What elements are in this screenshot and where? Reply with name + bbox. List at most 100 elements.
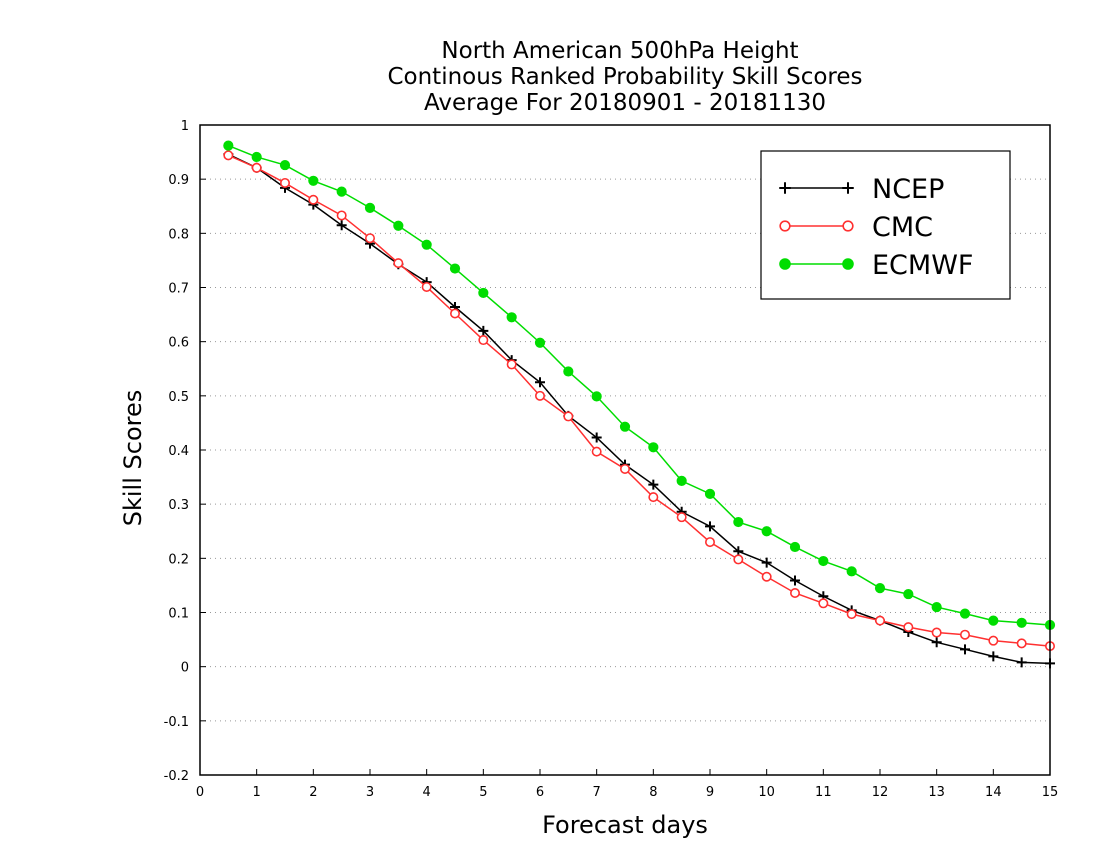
data-point-open-circle xyxy=(761,571,772,582)
data-point-open-circle xyxy=(421,281,432,292)
legend-entry-cmc: CMC xyxy=(779,212,933,243)
series-cmc xyxy=(223,150,1056,652)
data-point-open-circle xyxy=(251,162,262,173)
y-tick-label: 0.7 xyxy=(168,282,189,297)
data-point-plus xyxy=(988,651,999,662)
data-point-plus xyxy=(705,521,715,532)
data-point-open-circle xyxy=(1016,638,1027,649)
x-tick-label: 3 xyxy=(366,785,374,800)
data-point-open-circle xyxy=(591,446,602,457)
data-point-open-circle xyxy=(874,615,885,626)
legend-label: NCEP xyxy=(872,174,944,205)
data-point-filled-circle xyxy=(449,263,461,274)
x-tick-label: 4 xyxy=(423,785,431,800)
data-point-open-circle xyxy=(279,177,290,188)
x-axis-ticks: 0 1 2 3 4 5 6 7 8 9 10 11 12 13 14 15 xyxy=(196,769,1058,800)
x-tick-label: 7 xyxy=(593,785,601,800)
data-point-filled-circle xyxy=(676,475,687,486)
data-point-open-circle xyxy=(308,194,319,205)
data-point-plus xyxy=(648,479,659,490)
data-point-plus xyxy=(535,377,545,388)
x-tick-label: 12 xyxy=(872,785,889,800)
legend-entries: NCEP CMC ECMWF xyxy=(779,174,973,281)
chart-title: North American 500hPa Height Continous R… xyxy=(387,38,862,116)
data-point-filled-circle xyxy=(308,175,319,186)
data-point-filled-circle xyxy=(251,151,262,163)
data-point-filled-circle xyxy=(789,541,801,553)
y-tick-label: 0.4 xyxy=(168,444,189,459)
title-line-2: Continous Ranked Probability Skill Score… xyxy=(387,64,862,90)
data-point-filled-circle xyxy=(619,421,631,432)
data-point-filled-circle xyxy=(733,516,744,528)
y-tick-label: -0.2 xyxy=(164,769,189,784)
y-tick-label: 0 xyxy=(181,661,189,676)
x-tick-label: 13 xyxy=(928,785,945,800)
data-point-open-circle xyxy=(648,492,659,503)
y-axis-ticks: -0.2 -0.1 0 0.1 0.2 0.3 0.4 0.5 0.6 0.7 0.8 0.9 1 xyxy=(164,119,206,784)
title-line-1: North American 500hPa Height xyxy=(441,38,798,64)
data-point-open-circle xyxy=(779,220,791,232)
data-point-plus xyxy=(779,182,791,194)
data-point-open-circle xyxy=(846,609,857,620)
data-point-open-circle xyxy=(478,335,489,346)
data-point-open-circle xyxy=(931,627,942,638)
data-point-plus xyxy=(790,575,800,586)
x-tick-label: 2 xyxy=(309,785,317,800)
data-point-filled-circle xyxy=(506,312,517,323)
data-point-filled-circle xyxy=(421,239,432,250)
x-tick-label: 6 xyxy=(536,785,544,800)
data-point-open-circle xyxy=(563,411,574,422)
data-point-filled-circle xyxy=(591,391,602,402)
y-tick-label: 0.8 xyxy=(168,227,189,242)
data-point-filled-circle xyxy=(779,258,791,270)
legend-label: CMC xyxy=(872,212,933,243)
data-point-plus xyxy=(336,220,347,231)
data-point-filled-circle xyxy=(648,442,659,453)
data-point-filled-circle xyxy=(1016,617,1027,628)
data-point-open-circle xyxy=(842,220,854,232)
data-point-plus xyxy=(842,182,854,194)
data-point-filled-circle xyxy=(846,566,857,577)
data-point-open-circle xyxy=(789,587,800,598)
data-series xyxy=(223,140,1056,669)
y-tick-label: 0.5 xyxy=(168,390,189,405)
data-point-plus xyxy=(960,644,970,655)
y-tick-label: 0.9 xyxy=(168,173,189,188)
data-point-plus xyxy=(591,432,602,443)
data-point-filled-circle xyxy=(704,488,716,499)
x-tick-label: 5 xyxy=(479,785,487,800)
grid-lines xyxy=(200,178,1050,722)
y-axis-title: Skill Scores xyxy=(119,390,147,527)
data-point-open-circle xyxy=(676,512,687,523)
data-point-open-circle xyxy=(903,622,914,633)
x-tick-label: 0 xyxy=(196,785,204,800)
data-point-filled-circle xyxy=(223,140,234,151)
data-point-open-circle xyxy=(534,390,545,401)
data-point-filled-circle xyxy=(534,337,546,348)
series-line xyxy=(228,153,1051,665)
x-tick-label: 1 xyxy=(253,785,261,800)
legend: NCEP CMC ECMWF xyxy=(760,150,1011,300)
data-point-filled-circle xyxy=(393,220,404,231)
data-point-open-circle xyxy=(959,629,970,640)
data-point-open-circle xyxy=(223,150,234,161)
data-point-plus xyxy=(1016,657,1027,668)
data-point-plus xyxy=(931,637,942,648)
data-point-filled-circle xyxy=(959,608,971,619)
data-point-filled-circle xyxy=(931,601,942,613)
data-point-filled-circle xyxy=(761,526,772,537)
data-point-plus xyxy=(478,325,489,336)
data-point-open-circle xyxy=(336,210,347,221)
data-point-filled-circle xyxy=(903,588,914,600)
series-ecmwf xyxy=(223,140,1056,631)
legend-label: ECMWF xyxy=(872,250,973,281)
x-tick-label: 14 xyxy=(985,785,1002,800)
data-point-plus xyxy=(761,557,772,568)
data-point-filled-circle xyxy=(364,202,376,213)
title-line-3: Average For 20180901 - 20181130 xyxy=(424,90,826,116)
data-point-open-circle xyxy=(364,233,375,244)
data-point-open-circle xyxy=(988,635,999,646)
x-tick-label: 9 xyxy=(706,785,714,800)
x-tick-label: 15 xyxy=(1042,785,1059,800)
